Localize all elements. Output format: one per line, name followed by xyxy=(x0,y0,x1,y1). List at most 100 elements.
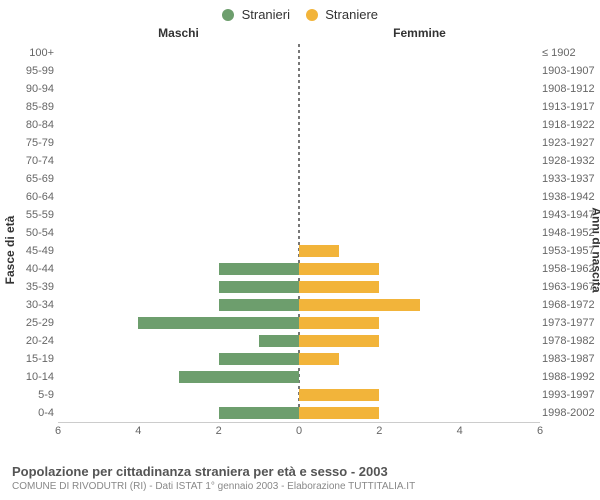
plot-area: Maschi Femmine 100+≤ 190295-991903-19079… xyxy=(58,26,540,444)
bar-male xyxy=(138,317,299,329)
bar-male xyxy=(219,263,299,275)
legend-item-male: Stranieri xyxy=(222,6,290,22)
birth-label: 1953-1957 xyxy=(542,242,598,260)
birth-label: 1938-1942 xyxy=(542,188,598,206)
birth-label: 1913-1917 xyxy=(542,98,598,116)
birth-label: 1928-1932 xyxy=(542,152,598,170)
x-tick: 6 xyxy=(55,425,61,437)
bar-female xyxy=(299,299,420,311)
age-row: 75-791923-1927 xyxy=(58,134,540,152)
age-label: 100+ xyxy=(8,44,54,62)
bar-female xyxy=(299,317,379,329)
population-pyramid-chart: Stranieri Straniere Fasce di età Anni di… xyxy=(0,0,600,500)
age-row: 10-141988-1992 xyxy=(58,368,540,386)
x-tick: 4 xyxy=(135,425,141,437)
age-label: 95-99 xyxy=(8,62,54,80)
age-label: 40-44 xyxy=(8,260,54,278)
legend-swatch-female xyxy=(306,9,318,21)
caption-title: Popolazione per cittadinanza straniera p… xyxy=(12,464,592,479)
age-label: 80-84 xyxy=(8,116,54,134)
birth-label: 1903-1907 xyxy=(542,62,598,80)
birth-label: 1998-2002 xyxy=(542,404,598,422)
birth-label: 1983-1987 xyxy=(542,350,598,368)
birth-label: 1978-1982 xyxy=(542,332,598,350)
age-label: 65-69 xyxy=(8,170,54,188)
x-axis-line xyxy=(58,422,540,423)
legend: Stranieri Straniere xyxy=(0,6,600,22)
birth-label: 1968-1972 xyxy=(542,296,598,314)
x-tick: 2 xyxy=(216,425,222,437)
age-label: 0-4 xyxy=(8,404,54,422)
age-row: 90-941908-1912 xyxy=(58,80,540,98)
bar-female xyxy=(299,389,379,401)
age-row: 65-691933-1937 xyxy=(58,170,540,188)
legend-swatch-male xyxy=(222,9,234,21)
bar-female xyxy=(299,263,379,275)
x-tick: 0 xyxy=(296,425,302,437)
age-row: 95-991903-1907 xyxy=(58,62,540,80)
age-row: 100+≤ 1902 xyxy=(58,44,540,62)
age-row: 30-341968-1972 xyxy=(58,296,540,314)
birth-label: 1943-1947 xyxy=(542,206,598,224)
age-label: 25-29 xyxy=(8,314,54,332)
age-row: 80-841918-1922 xyxy=(58,116,540,134)
age-row: 20-241978-1982 xyxy=(58,332,540,350)
caption: Popolazione per cittadinanza straniera p… xyxy=(12,464,592,492)
age-label: 30-34 xyxy=(8,296,54,314)
age-row: 45-491953-1957 xyxy=(58,242,540,260)
plot-header-male: Maschi xyxy=(58,26,299,40)
age-label: 60-64 xyxy=(8,188,54,206)
birth-label: 1933-1937 xyxy=(542,170,598,188)
bar-male xyxy=(219,281,299,293)
age-label: 35-39 xyxy=(8,278,54,296)
age-label: 70-74 xyxy=(8,152,54,170)
birth-label: 1923-1927 xyxy=(542,134,598,152)
age-row: 85-891913-1917 xyxy=(58,98,540,116)
birth-label: 1918-1922 xyxy=(542,116,598,134)
birth-label: 1993-1997 xyxy=(542,386,598,404)
age-row: 50-541948-1952 xyxy=(58,224,540,242)
age-label: 90-94 xyxy=(8,80,54,98)
birth-label: 1958-1962 xyxy=(542,260,598,278)
bar-male xyxy=(259,335,299,347)
bar-female xyxy=(299,245,339,257)
bar-female xyxy=(299,407,379,419)
rows-container: 100+≤ 190295-991903-190790-941908-191285… xyxy=(58,44,540,422)
x-tick: 6 xyxy=(537,425,543,437)
birth-label: ≤ 1902 xyxy=(542,44,598,62)
birth-label: 1948-1952 xyxy=(542,224,598,242)
age-label: 20-24 xyxy=(8,332,54,350)
age-label: 50-54 xyxy=(8,224,54,242)
age-row: 25-291973-1977 xyxy=(58,314,540,332)
bar-female xyxy=(299,353,339,365)
age-row: 40-441958-1962 xyxy=(58,260,540,278)
bar-male xyxy=(219,299,299,311)
age-label: 45-49 xyxy=(8,242,54,260)
bar-female xyxy=(299,335,379,347)
bar-male xyxy=(219,407,299,419)
birth-label: 1963-1967 xyxy=(542,278,598,296)
legend-item-female: Straniere xyxy=(306,6,378,22)
age-row: 15-191983-1987 xyxy=(58,350,540,368)
birth-label: 1988-1992 xyxy=(542,368,598,386)
age-label: 85-89 xyxy=(8,98,54,116)
caption-subtitle: COMUNE DI RIVODUTRI (RI) - Dati ISTAT 1°… xyxy=(12,481,592,492)
plot-header-female: Femmine xyxy=(299,26,540,40)
age-row: 5-91993-1997 xyxy=(58,386,540,404)
age-row: 60-641938-1942 xyxy=(58,188,540,206)
bar-female xyxy=(299,281,379,293)
legend-label-female: Straniere xyxy=(325,7,378,22)
x-tick: 2 xyxy=(376,425,382,437)
age-row: 70-741928-1932 xyxy=(58,152,540,170)
bar-male xyxy=(219,353,299,365)
x-axis: 6 4 2 0 2 4 6 xyxy=(58,422,540,442)
age-label: 55-59 xyxy=(8,206,54,224)
x-tick: 4 xyxy=(457,425,463,437)
age-row: 55-591943-1947 xyxy=(58,206,540,224)
bar-male xyxy=(179,371,300,383)
birth-label: 1908-1912 xyxy=(542,80,598,98)
age-row: 35-391963-1967 xyxy=(58,278,540,296)
age-label: 10-14 xyxy=(8,368,54,386)
age-label: 15-19 xyxy=(8,350,54,368)
birth-label: 1973-1977 xyxy=(542,314,598,332)
